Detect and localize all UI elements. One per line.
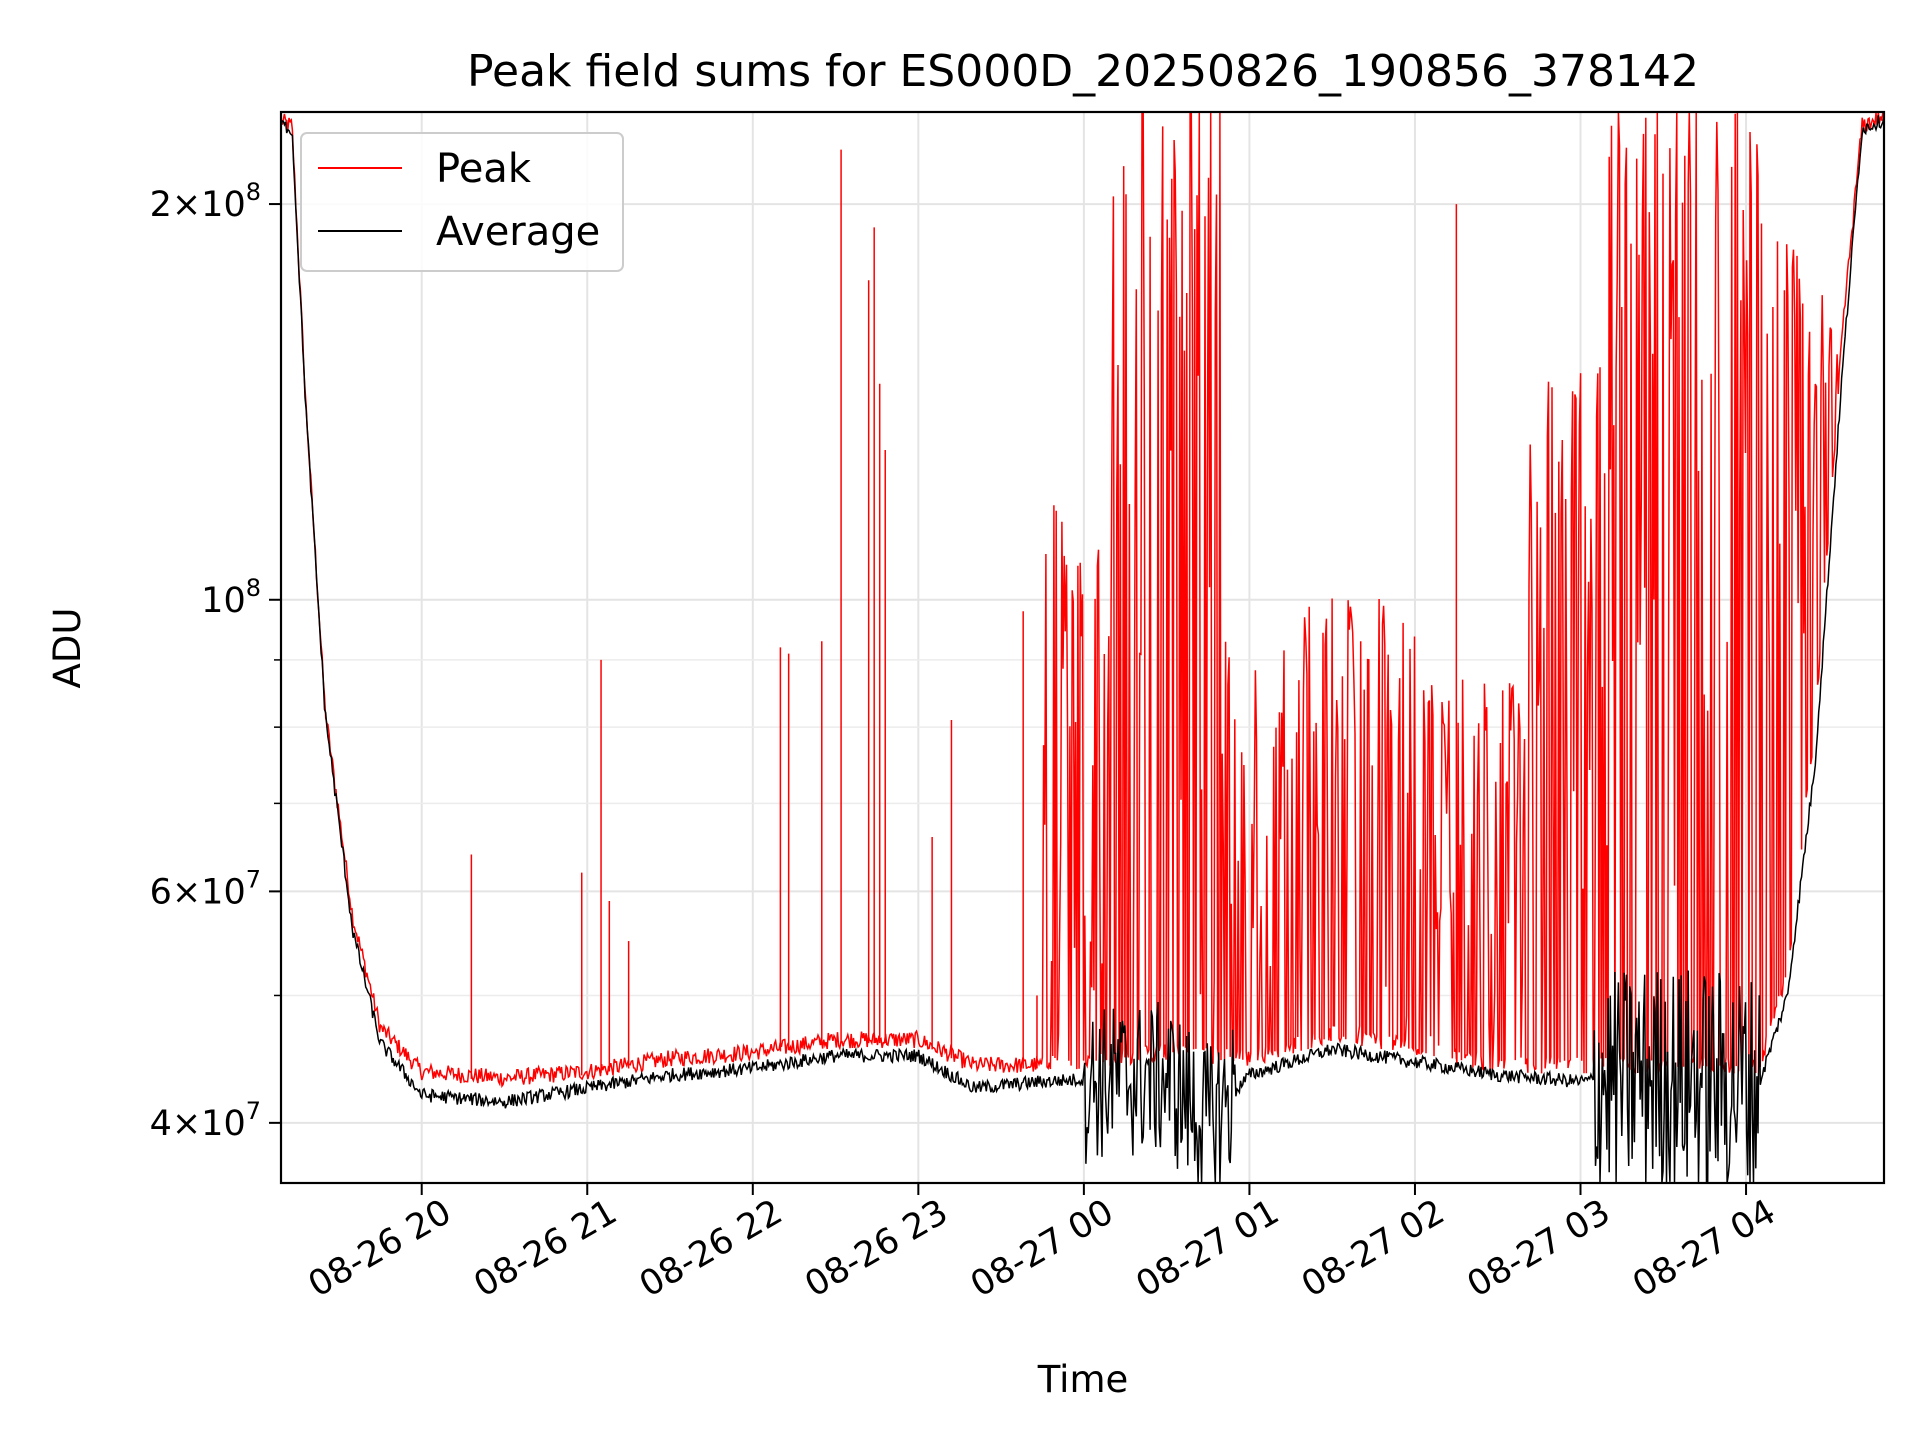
legend: Peak Average xyxy=(300,132,624,272)
plot-area xyxy=(280,111,1885,1184)
plot-frame xyxy=(279,110,1886,1185)
series-average-line xyxy=(280,115,1885,1184)
series-peak-line xyxy=(280,111,1885,1089)
y-axis-title: ADU xyxy=(46,608,89,689)
y-tick-label-1: 6×107 xyxy=(150,865,261,912)
legend-label-peak: Peak xyxy=(436,146,532,192)
y-tick-label-3: 2×108 xyxy=(150,178,261,225)
y-axis: 4×107 6×107 108 2×108 xyxy=(150,178,281,1144)
x-axis-title: Time xyxy=(1037,1358,1129,1401)
chart-title: Peak field sums for ES000D_20250826_1908… xyxy=(467,46,1699,97)
y-tick-label-0: 4×107 xyxy=(150,1097,261,1144)
legend-label-average: Average xyxy=(436,209,600,255)
y-tick-label-2: 108 xyxy=(201,574,261,621)
